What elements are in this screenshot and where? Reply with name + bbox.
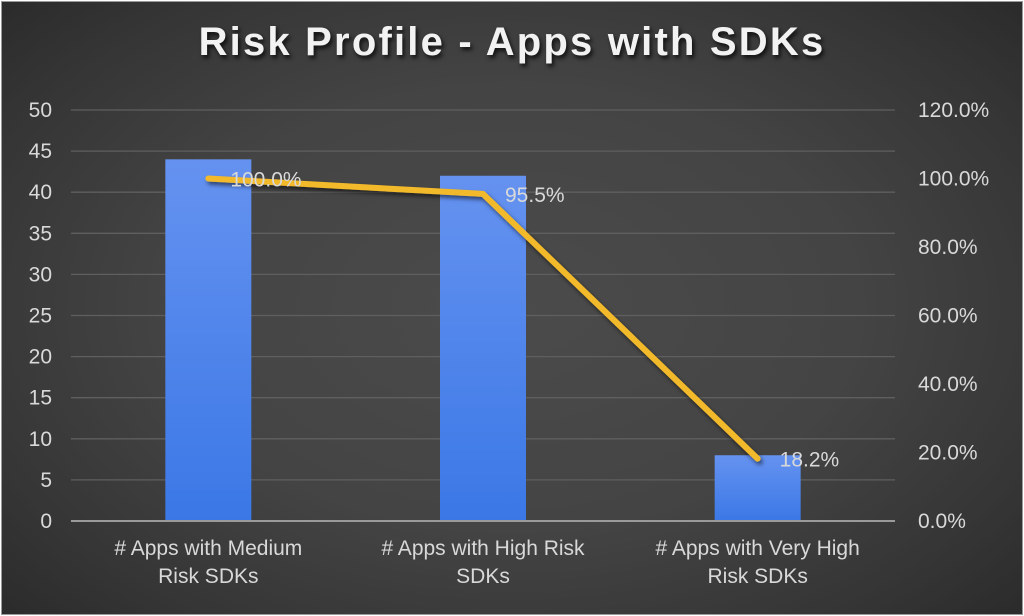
bar-series bbox=[165, 159, 801, 521]
y-tick-label: 15 bbox=[29, 387, 52, 410]
x-category-label: SDKs bbox=[456, 565, 510, 588]
data-labels: 100.0% 95.5% 18.2% bbox=[230, 169, 839, 472]
y2-tick-label: 60.0% bbox=[918, 305, 978, 328]
y-tick-label: 35 bbox=[29, 222, 52, 245]
x-category-label: # Apps with High Risk bbox=[381, 537, 585, 560]
bar bbox=[165, 159, 252, 521]
x-category-label: # Apps with Medium bbox=[114, 537, 302, 560]
y-tick-label: 10 bbox=[29, 428, 52, 451]
data-label: 95.5% bbox=[505, 184, 565, 207]
y2-tick-label: 100.0% bbox=[918, 168, 989, 191]
y2-tick-label: 20.0% bbox=[918, 442, 978, 465]
y-tick-label: 30 bbox=[29, 263, 52, 286]
x-category-label: Risk SDKs bbox=[707, 565, 807, 588]
y-tick-label: 50 bbox=[29, 99, 52, 122]
line-series bbox=[205, 175, 761, 462]
y-axis-right: 0.0% 20.0% 40.0% 60.0% 80.0% 100.0% 120.0% bbox=[918, 99, 989, 533]
bar bbox=[714, 455, 801, 521]
y2-tick-label: 80.0% bbox=[918, 236, 978, 259]
y-tick-label: 20 bbox=[29, 346, 52, 369]
data-label: 100.0% bbox=[230, 169, 301, 192]
y-tick-label: 25 bbox=[29, 305, 52, 328]
y-tick-label: 5 bbox=[40, 469, 52, 492]
chart-title: Risk Profile - Apps with SDKs bbox=[198, 20, 826, 64]
y-tick-label: 0 bbox=[40, 510, 52, 533]
x-category-label: Risk SDKs bbox=[158, 565, 258, 588]
y-tick-label: 40 bbox=[29, 181, 52, 204]
x-category-label: # Apps with Very High bbox=[656, 537, 860, 560]
y-axis-left: 0 5 10 15 20 25 30 35 40 45 50 bbox=[29, 99, 52, 533]
bar bbox=[440, 175, 526, 521]
x-axis-categories: # Apps with Medium Risk SDKs # Apps with H… bbox=[114, 537, 859, 588]
y-tick-label: 45 bbox=[29, 140, 52, 163]
y2-tick-label: 120.0% bbox=[918, 99, 989, 122]
y2-tick-label: 0.0% bbox=[918, 510, 966, 533]
data-label: 18.2% bbox=[780, 449, 840, 472]
y2-tick-label: 40.0% bbox=[918, 373, 978, 396]
